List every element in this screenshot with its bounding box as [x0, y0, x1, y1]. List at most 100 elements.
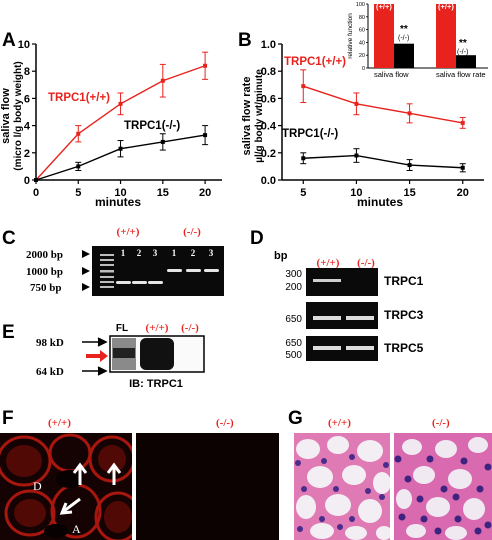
panel-b-xlabel: minutes	[357, 195, 403, 209]
panel-a-ytick-label: 4	[24, 121, 31, 133]
panel-d-gel-figure: bp (+/+) (-/-) 300 200 TRPC1 650 TRPC3 6…	[274, 250, 424, 361]
panel-a-point	[203, 63, 208, 68]
panel-c-marker-2000: 2000 bp	[26, 249, 63, 261]
panel-b-chart: 0.0 0.2 0.4 0.6 0.8 1.0 5 10 15 20 saliva flow ra…	[241, 39, 484, 209]
panel-g-label: G	[288, 408, 303, 429]
panel-d-group-ko: (-/-)	[357, 257, 375, 269]
panel-c-band-wt-2	[132, 281, 147, 284]
inset-ytick-label: 20	[359, 53, 365, 59]
panel-f-letter-a: A	[72, 522, 81, 536]
panel-c-arrow-750	[82, 283, 90, 291]
panel-e-arrow-64	[82, 366, 108, 376]
panel-a-point	[76, 164, 81, 169]
panel-g-image-ko	[394, 433, 492, 540]
panel-a-xtick-label: 0	[33, 187, 39, 199]
panel-a-ylabel-2: (micro l/g body weight)	[13, 61, 24, 170]
inset-bar-wt	[436, 4, 456, 68]
inset-ytick-label: 60	[359, 28, 365, 34]
panel-b-ytick-label: 0.6	[261, 93, 276, 105]
panel-c-band-wt-1	[116, 281, 131, 284]
panel-f-image-ko	[136, 433, 279, 540]
panel-c-group-wt: (+/+)	[117, 226, 140, 238]
panel-d-band-trpc3-wt	[313, 316, 341, 320]
inset-sig-2: **	[459, 38, 467, 49]
panel-c-band-wt-3	[148, 281, 163, 284]
panel-b-point	[354, 153, 359, 158]
panel-a-axes	[35, 44, 222, 181]
panel-a-xtick-label: 5	[75, 187, 81, 199]
panel-d-row-trpc3: TRPC3	[384, 308, 424, 322]
panel-c-gel-figure: (+/+) (-/-) 1 2 3 1 2 3 2000 bp 1000 bp …	[26, 226, 224, 296]
inset-ylabel: relative function	[347, 13, 354, 59]
panel-a-chart: 0 2 4 6 8 10 0 5 10 15 20 saliva flow (micro l/g b…	[0, 39, 222, 209]
panel-c-band-ko-2	[186, 269, 201, 272]
panel-b-ytick-label: 0.2	[261, 148, 276, 160]
panel-e-label: E	[2, 322, 15, 343]
panel-d-mark-650-a: 650	[285, 314, 302, 325]
panel-d-mark-650-b: 650	[285, 338, 302, 349]
panel-d-band-trpc5-ko	[346, 346, 374, 350]
panel-c-marker-1000: 1000 bp	[26, 266, 63, 278]
panel-e-arrow-98	[82, 337, 108, 347]
inset-ko-label-2: (-/-)	[457, 49, 468, 56]
panel-a-xlabel: minutes	[95, 195, 141, 209]
panel-d-label: D	[250, 228, 264, 249]
panel-a-series-label-wt: TRPC1(+/+)	[48, 92, 110, 104]
panel-b-series-label-ko: TRPC1(-/-)	[282, 128, 338, 140]
panel-b-axes	[281, 44, 484, 181]
panel-d-row-trpc1: TRPC1	[384, 274, 424, 288]
inset-ytick-label: 0	[362, 66, 365, 72]
panel-b-ytick-label: 0.8	[261, 66, 276, 78]
panel-a-point	[34, 178, 38, 182]
panel-a-point	[118, 101, 123, 106]
inset-ytick-label: 40	[359, 40, 365, 46]
panel-a-xtick-label: 10	[114, 187, 126, 199]
panel-a-point	[160, 139, 165, 144]
panel-d-mark-500: 500	[285, 350, 302, 361]
panel-c-lane-6: 3	[209, 248, 214, 258]
panel-c-lane-3: 3	[153, 248, 158, 258]
inset-ytick-label: 100	[356, 2, 365, 8]
panel-f-group-ko: (-/-)	[216, 417, 234, 429]
panel-a-label: A	[2, 30, 16, 51]
inset-wt-label-1: (+/+)	[376, 2, 392, 11]
inset-ytick-label: 80	[359, 15, 365, 21]
panel-c-lane-4: 1	[172, 248, 177, 258]
panel-a-series-label-ko: TRPC1(-/-)	[124, 120, 180, 132]
panel-f-letter-d: D	[33, 479, 42, 493]
panel-b-series-label-wt: TRPC1(+/+)	[284, 56, 346, 68]
panel-c-group-ko: (-/-)	[183, 226, 201, 238]
panel-e-fl-band	[113, 348, 135, 358]
panel-e-marker-98: 98 kD	[36, 337, 64, 349]
panel-a-ytick-label: 0	[24, 175, 30, 187]
panel-b-xtick-label: 20	[457, 187, 469, 199]
panel-e-blot-figure: FL (+/+) (-/-) 98 kD 64 kD IB: TRPC1	[36, 322, 205, 390]
panel-b-point	[460, 165, 465, 170]
panel-a-xtick-label: 20	[199, 187, 211, 199]
panel-b-xtick-label: 10	[350, 187, 362, 199]
panel-b-point	[301, 156, 306, 161]
panel-d-gel-trpc3	[306, 302, 378, 329]
panel-b-ytick-label: 0.4	[261, 121, 277, 133]
panel-a-point	[76, 131, 81, 136]
panel-b-ylabel-2: µl/g body wt/minute	[254, 69, 265, 163]
panel-d-band-trpc1-wt	[313, 279, 341, 282]
panel-e-band-wt	[140, 338, 174, 370]
panel-a-ytick-label: 8	[24, 66, 30, 78]
panel-a-ylabel-1: saliva flow	[0, 88, 12, 144]
panel-a-point	[118, 146, 123, 151]
panel-b-ylabel-1: saliva flow rate	[241, 77, 253, 156]
panel-a-xtick-label: 15	[157, 187, 169, 199]
panel-c-band-ko-3	[204, 269, 219, 272]
panel-c-marker-750: 750 bp	[30, 282, 62, 294]
panel-b-series-line-0	[303, 85, 463, 124]
panel-c-lane-2: 2	[137, 248, 142, 258]
panel-a-point	[160, 78, 165, 83]
panel-b-inset-chart: relative function 0 20 40 60 80 100 (+/+) (+/…	[347, 2, 488, 79]
panel-f-group-wt: (+/+)	[48, 417, 71, 429]
panel-c-arrow-2000	[82, 250, 90, 258]
panel-d-group-wt: (+/+)	[317, 257, 340, 269]
panel-c-lane-1: 1	[121, 248, 126, 258]
panel-b-xtick-label: 15	[403, 187, 415, 199]
panel-d-bp: bp	[274, 250, 288, 262]
